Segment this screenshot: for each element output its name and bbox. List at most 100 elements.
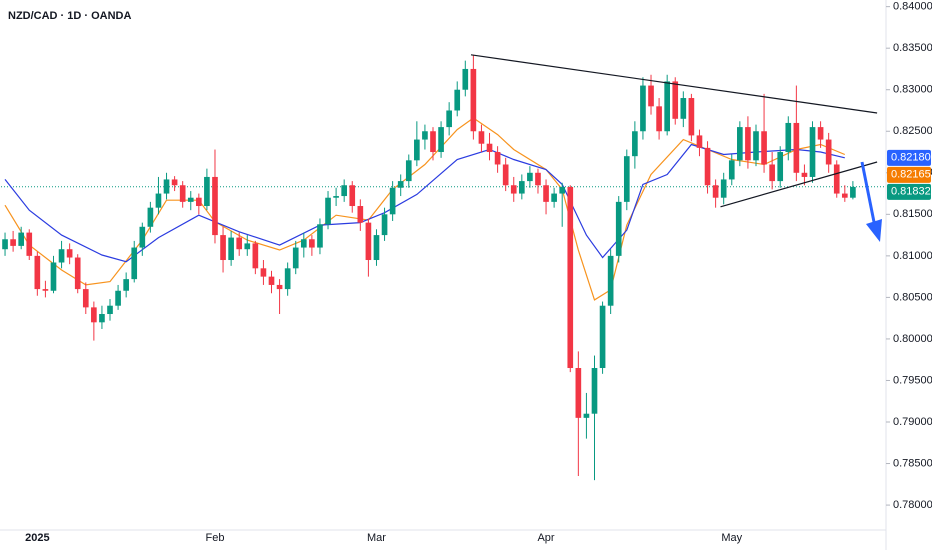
candle-body xyxy=(373,235,380,261)
candle-body xyxy=(276,284,283,290)
candle-body xyxy=(196,197,202,207)
candle-body xyxy=(833,164,840,194)
price-label-box xyxy=(887,149,931,166)
candle-body xyxy=(728,160,735,180)
candle-body xyxy=(244,243,251,250)
candle-body xyxy=(381,214,388,236)
y-tick-label: 0.80000 xyxy=(893,333,932,345)
candle-body xyxy=(236,237,243,250)
candle-body xyxy=(793,122,800,173)
candle-body xyxy=(405,160,412,182)
candle-body xyxy=(535,172,541,186)
price-label: 0.82180 xyxy=(891,152,931,164)
trendline xyxy=(470,54,878,114)
candle-body xyxy=(147,207,154,227)
candle-body xyxy=(567,186,574,369)
candle-body xyxy=(99,314,105,323)
x-tick-label: 2025 xyxy=(25,532,49,544)
y-tick-label: 0.78500 xyxy=(893,457,932,469)
candle-body xyxy=(632,131,638,157)
candle-body xyxy=(34,255,41,290)
price-label-box xyxy=(887,166,931,183)
candle-body xyxy=(123,279,129,291)
candle-body xyxy=(2,239,8,250)
candle-body xyxy=(284,268,291,290)
candle-body xyxy=(10,239,16,246)
candle-body xyxy=(510,185,517,194)
chart-title: NZD/CAD · 1D · OANDA xyxy=(8,10,131,22)
candle-body xyxy=(333,196,339,198)
y-tick-label: 0.79000 xyxy=(893,416,932,428)
candle-body xyxy=(841,193,848,198)
candle-body xyxy=(640,85,646,132)
candle-body xyxy=(672,81,679,119)
candle-body xyxy=(470,68,477,132)
candle-body xyxy=(422,131,428,140)
candle-body xyxy=(438,127,444,153)
candle-body xyxy=(599,305,606,369)
y-tick-label: 0.81000 xyxy=(893,250,932,262)
y-tick-label: 0.78000 xyxy=(893,499,932,511)
y-tick-label: 0.83500 xyxy=(893,42,932,54)
candle-body xyxy=(397,181,404,188)
candle-body xyxy=(66,249,73,258)
candle-body xyxy=(737,127,743,161)
candle-body xyxy=(357,206,364,223)
candle-body xyxy=(228,237,234,261)
x-tick-label: Apr xyxy=(537,532,554,544)
candle-body xyxy=(204,176,210,207)
candle-body xyxy=(268,276,275,285)
arrow xyxy=(860,161,876,223)
candle-body xyxy=(769,164,775,182)
candle-body xyxy=(325,197,331,225)
arrow-head xyxy=(866,219,882,242)
x-tick-label: Mar xyxy=(367,532,386,544)
x-tick-label: May xyxy=(721,532,742,544)
candle-body xyxy=(26,232,33,256)
candle-body xyxy=(696,135,703,148)
price-label-box xyxy=(887,183,931,200)
candle-body xyxy=(446,110,452,128)
candle-body xyxy=(825,139,832,165)
candle-body xyxy=(527,172,533,182)
candle-body xyxy=(454,89,461,111)
plot-area xyxy=(1,54,886,481)
candle-body xyxy=(341,185,348,197)
price-label: 0.81832 xyxy=(891,186,931,198)
y-tick-label: 0.80500 xyxy=(893,291,932,303)
candle-body xyxy=(720,179,727,198)
candle-body xyxy=(502,164,509,186)
candle-body xyxy=(543,185,549,202)
candle-body xyxy=(260,268,267,277)
candle-body xyxy=(486,143,493,153)
candle-body xyxy=(131,247,138,280)
candle-body xyxy=(349,185,356,207)
price-label: 0.82165 xyxy=(891,169,931,181)
candle-body xyxy=(82,289,89,308)
candle-body xyxy=(309,239,315,248)
candle-body xyxy=(18,232,25,246)
candle-body xyxy=(317,224,323,248)
candle-body xyxy=(300,239,307,248)
candle-body xyxy=(704,147,711,186)
candle-body xyxy=(761,131,767,165)
candle-body xyxy=(91,307,97,323)
candle-body xyxy=(212,176,218,236)
candle-body xyxy=(591,368,598,414)
candle-body xyxy=(430,131,436,153)
candle-body xyxy=(155,193,162,208)
candle-body xyxy=(607,255,614,306)
candle-body xyxy=(107,305,113,315)
candle-body xyxy=(115,290,121,306)
y-tick-label: 0.82500 xyxy=(893,125,932,137)
candle-body xyxy=(365,222,372,261)
candle-body xyxy=(664,81,670,132)
y-tick-label: 0.79500 xyxy=(893,374,932,386)
candle-body xyxy=(187,197,194,202)
candle-body xyxy=(817,127,824,140)
candle-body xyxy=(575,368,582,418)
x-tick-label: Feb xyxy=(205,532,224,544)
candle-body xyxy=(656,106,662,132)
candle-body xyxy=(139,226,146,248)
